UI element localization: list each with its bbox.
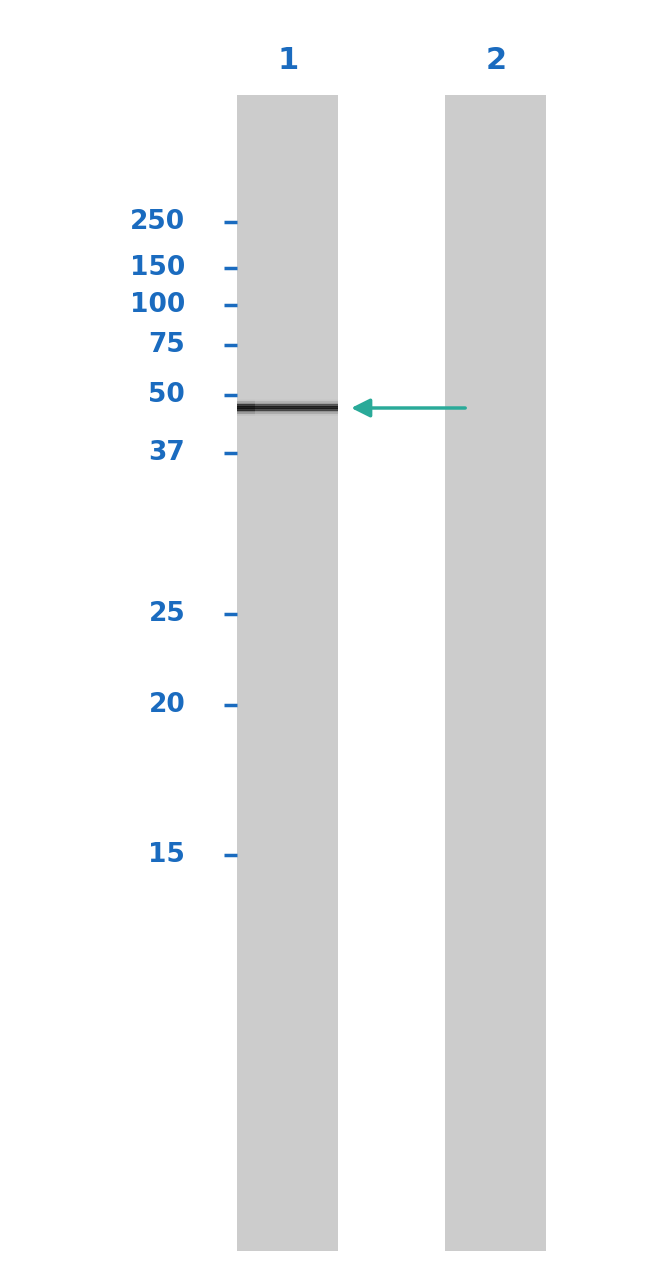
Text: 50: 50 — [148, 382, 185, 408]
Text: 25: 25 — [148, 601, 185, 627]
Text: 250: 250 — [130, 210, 185, 235]
Text: 75: 75 — [148, 331, 185, 358]
Text: 150: 150 — [130, 255, 185, 281]
Bar — [237, 95, 338, 1251]
Bar — [445, 95, 546, 1251]
Text: 2: 2 — [486, 47, 506, 75]
Text: 15: 15 — [148, 842, 185, 867]
Text: 37: 37 — [148, 439, 185, 466]
Text: 100: 100 — [130, 292, 185, 318]
Text: 1: 1 — [278, 47, 298, 75]
Text: 20: 20 — [148, 692, 185, 718]
